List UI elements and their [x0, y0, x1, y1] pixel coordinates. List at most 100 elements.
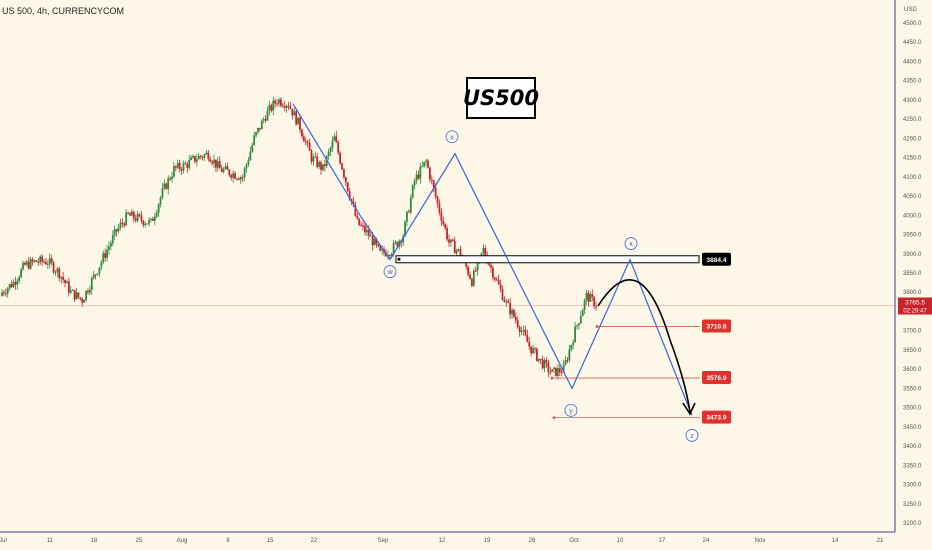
y-tick-label: 3350.0	[903, 463, 922, 469]
candle-body	[362, 225, 364, 227]
candle-body	[218, 161, 221, 169]
candle-body	[190, 157, 193, 161]
candle-body	[222, 169, 225, 172]
x-tick-label: 14	[832, 538, 839, 544]
candle-body	[564, 360, 567, 365]
candle-body	[291, 108, 294, 116]
candle-body	[505, 301, 508, 303]
candle-body	[262, 119, 265, 121]
candle-body	[171, 176, 173, 180]
candle-body	[302, 136, 305, 142]
candle-body	[331, 140, 334, 148]
candle-body	[459, 249, 462, 257]
annotation-title: US500	[463, 86, 540, 110]
candle-body	[237, 178, 240, 180]
y-tick-label: 4450.0	[903, 40, 922, 46]
wave-label-circle	[383, 265, 397, 278]
candle-body	[585, 292, 588, 300]
candle-body	[140, 215, 143, 221]
candle-body	[161, 188, 164, 198]
candle-body	[146, 223, 149, 225]
wave-label-circle	[624, 237, 638, 250]
candle-body	[547, 362, 550, 372]
candle-body	[526, 335, 529, 343]
candle-body	[155, 212, 158, 217]
candle-body	[341, 163, 343, 170]
candle-body	[577, 323, 580, 326]
candle-body	[197, 155, 200, 160]
candle-body	[159, 197, 162, 205]
candle-body	[407, 211, 410, 213]
candle-body	[411, 185, 414, 198]
candle-body	[83, 299, 86, 303]
level-tag-label: 3710.8	[707, 324, 727, 331]
candle-body	[255, 132, 257, 136]
candle-body	[322, 164, 324, 170]
candle-body	[132, 211, 135, 219]
candle-body	[593, 297, 596, 307]
candle-body	[574, 326, 576, 343]
wave-label: z	[690, 433, 694, 440]
candle-body	[115, 229, 118, 232]
x-tick-label: 12	[439, 538, 446, 544]
candle-body	[125, 212, 128, 226]
y-tick-label: 4350.0	[903, 79, 922, 85]
candle-body	[81, 298, 84, 303]
candle-body	[43, 261, 45, 263]
candle-body	[234, 173, 236, 179]
candle-body	[46, 263, 49, 265]
candle-body	[337, 142, 340, 153]
y-tick-label: 3400.0	[903, 444, 922, 450]
candle-body	[472, 270, 475, 286]
x-tick-label: 11	[47, 538, 54, 544]
candle-body	[524, 329, 527, 336]
x-tick-label: 26	[529, 538, 536, 544]
candle-body	[1, 292, 3, 297]
candle-body	[3, 292, 5, 294]
candle-body	[293, 111, 296, 116]
candle-body	[295, 111, 298, 125]
annotation-title-box[interactable]: US500	[463, 77, 540, 119]
candle-body	[102, 253, 105, 263]
y-tick-label: 4500.0	[903, 21, 922, 27]
candle-body	[419, 166, 422, 179]
candle-body	[119, 222, 122, 228]
candle-body	[18, 277, 21, 281]
last-price-countdown: 02:29:47	[903, 309, 927, 315]
level-anchor-dot	[550, 376, 554, 380]
wave-label-circle	[564, 403, 578, 417]
candle-body	[281, 105, 284, 107]
candle-body	[308, 142, 311, 151]
candle-body	[451, 239, 454, 241]
candle-body	[127, 212, 129, 214]
candle-body	[226, 166, 229, 170]
candle-body	[188, 160, 191, 168]
x-tick-label: 8	[226, 538, 230, 544]
candle-body	[576, 325, 578, 327]
y-tick-label: 3900.0	[903, 252, 922, 258]
candle-body	[438, 203, 441, 213]
candle-body	[388, 255, 391, 257]
candle-body	[232, 173, 235, 178]
candle-body	[579, 316, 582, 324]
x-tick-label: Aug	[177, 538, 188, 544]
candle-body	[165, 183, 168, 189]
candle-body	[415, 174, 418, 181]
candle-body	[448, 239, 450, 243]
candle-body	[314, 156, 317, 158]
candle-body	[90, 278, 93, 290]
candle-body	[436, 196, 439, 204]
candle-body	[245, 164, 248, 169]
candle-body	[409, 197, 412, 213]
candle-body	[195, 159, 198, 162]
candle-body	[260, 120, 263, 130]
candle-body	[558, 368, 561, 373]
level-tag	[702, 371, 731, 385]
level-tag-label: 3576.9	[707, 375, 727, 382]
candle-body	[404, 221, 406, 237]
candle-body	[509, 302, 512, 315]
x-tick-label: 25	[136, 538, 143, 544]
candle-body	[270, 105, 273, 111]
candle-body	[581, 309, 584, 317]
